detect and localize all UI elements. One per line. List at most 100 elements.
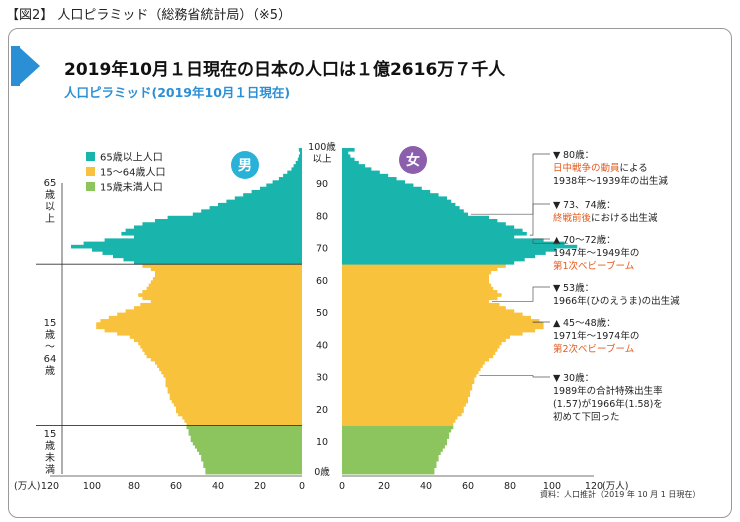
- age-tick-80: 80: [316, 211, 328, 222]
- female-bar-age-52: [342, 302, 500, 307]
- male-bar-age-31: [161, 370, 302, 375]
- title-arrow-icon: [18, 46, 40, 86]
- female-bar-age-27: [342, 383, 473, 388]
- female-badge: [399, 146, 427, 174]
- male-bar-age-37: [144, 351, 302, 355]
- annotation-2-leader: [532, 238, 568, 244]
- female-bar-age-24: [342, 393, 471, 397]
- female-bar-age-61: [342, 273, 489, 278]
- male-bar-age-36: [146, 354, 302, 359]
- female-bar-age-8: [342, 444, 445, 449]
- annotation-5-head: 30歳：: [563, 372, 594, 384]
- male-bar-age-59: [150, 280, 302, 284]
- male-bar-age-15: [186, 422, 302, 426]
- female-bar-age-95: [342, 164, 366, 168]
- legend: 65歳以上人口 15〜64歳人口 15歳未満人口: [86, 152, 165, 194]
- annotation-2-line-1: 1947年〜1949年の: [553, 247, 639, 259]
- annotation-4-line-1: 1971年〜1974年の: [553, 330, 639, 342]
- annotation-4-marker: ▲: [553, 318, 561, 329]
- male-bar-age-99: [299, 151, 302, 155]
- female-bar-age-32: [342, 367, 481, 372]
- age-tick-90: 90: [316, 179, 328, 190]
- female-bar-age-2: [342, 464, 437, 468]
- male-bar-age-90: [272, 180, 302, 184]
- male-bar-age-5: [201, 454, 302, 459]
- female-bar-age-17: [342, 415, 458, 420]
- age-tick-60: 60: [316, 276, 328, 287]
- annotation-0-line-2: 1938年〜1939年の出生減: [553, 175, 668, 187]
- male-bar-age-76: [134, 225, 302, 230]
- male-bar-age-46: [96, 322, 302, 326]
- x-tick-right-80: 80: [504, 481, 516, 492]
- male-bar-age-85: [234, 196, 302, 201]
- female-bar-age-56: [342, 290, 498, 294]
- female-bar-age-41: [342, 338, 506, 343]
- legend-swatch-0: [86, 152, 95, 161]
- male-bar-age-68: [102, 251, 302, 255]
- female-bar-age-38: [342, 348, 498, 352]
- male-bar-age-34: [155, 361, 302, 365]
- age-tick-70: 70: [316, 244, 328, 255]
- male-bar-age-53: [150, 299, 302, 304]
- annotation-5-line-1: 1989年の合計特殊出生率: [553, 385, 663, 397]
- male-bar-age-24: [169, 393, 302, 397]
- female-bar-age-74: [342, 231, 527, 236]
- male-bar-age-87: [251, 189, 302, 194]
- male-bar-age-39: [140, 344, 302, 349]
- x-tick-left-0: 0: [299, 481, 305, 492]
- female-bar-age-14: [342, 425, 454, 430]
- female-bar-age-65: [342, 260, 515, 265]
- group-65-label-1: 歳: [45, 189, 55, 201]
- female-bar-age-85: [342, 196, 447, 201]
- male-bar-age-40: [138, 341, 302, 346]
- female-bar-age-1: [342, 467, 435, 472]
- female-bar-age-43: [342, 331, 523, 336]
- annotation-1-line-1: 終戦前後における出生減: [553, 212, 658, 224]
- legend-label-1: 15〜64歳人口: [100, 167, 165, 179]
- female-bar-age-37: [342, 351, 496, 355]
- male-bar-age-94: [291, 167, 302, 171]
- male-bar-age-60: [152, 277, 302, 281]
- male-bar-age-6: [199, 451, 302, 456]
- male-bar-age-66: [123, 257, 302, 262]
- annotation-0-marker: ▼: [553, 150, 561, 161]
- annotation-3-marker: ▼: [553, 283, 561, 294]
- female-bar-age-36: [342, 354, 494, 359]
- male-bar-age-56: [142, 290, 302, 294]
- female-bar-age-50: [342, 309, 515, 314]
- annotation-1-marker: ▼: [553, 200, 561, 211]
- annotation-3-leader: [492, 286, 550, 302]
- male-bar-age-45: [96, 325, 302, 330]
- male-bar-age-95: [293, 164, 302, 168]
- source-note: 資料：人口推計（2019 年 10 月 1 日現在）: [540, 489, 700, 499]
- annotation-3-head: 53歳：: [563, 282, 594, 294]
- male-bar-age-77: [142, 222, 302, 226]
- female-bar-age-79: [342, 215, 489, 220]
- female-bar-age-88: [342, 186, 422, 191]
- group-under15-label-2: 未: [45, 452, 55, 464]
- male-bar-age-18: [178, 412, 302, 417]
- male-bar-age-12: [188, 432, 302, 436]
- group-65-label-3: 上: [45, 213, 55, 225]
- x-tick-left-120: 120: [41, 481, 59, 492]
- male-bar-age-83: [218, 202, 302, 207]
- male-bar-age-35: [150, 357, 302, 362]
- annotation-0-line-1: 日中戦争の動員による: [553, 162, 648, 174]
- male-bar-age-3: [203, 461, 302, 465]
- male-label: 男: [238, 158, 252, 174]
- legend-label-0: 65歳以上人口: [100, 152, 163, 164]
- age-tick-20: 20: [316, 405, 328, 416]
- male-bar-age-75: [125, 228, 302, 233]
- female-bar-age-44: [342, 328, 536, 333]
- male-bar-age-28: [165, 380, 302, 385]
- x-axis: 120 100 80 60 40 20 0 0 20 40 60 80 100 120(万人) (万人): [14, 475, 628, 492]
- female-bar-age-66: [342, 257, 525, 262]
- female-bar-age-0: [342, 470, 435, 475]
- female-bar-age-21: [342, 402, 466, 407]
- annotation-4-line-2: 第2次ベビーブーム: [553, 343, 634, 355]
- group-15-64-label-4: 歳: [45, 365, 55, 377]
- group-15-64-label-3: 64: [44, 354, 57, 365]
